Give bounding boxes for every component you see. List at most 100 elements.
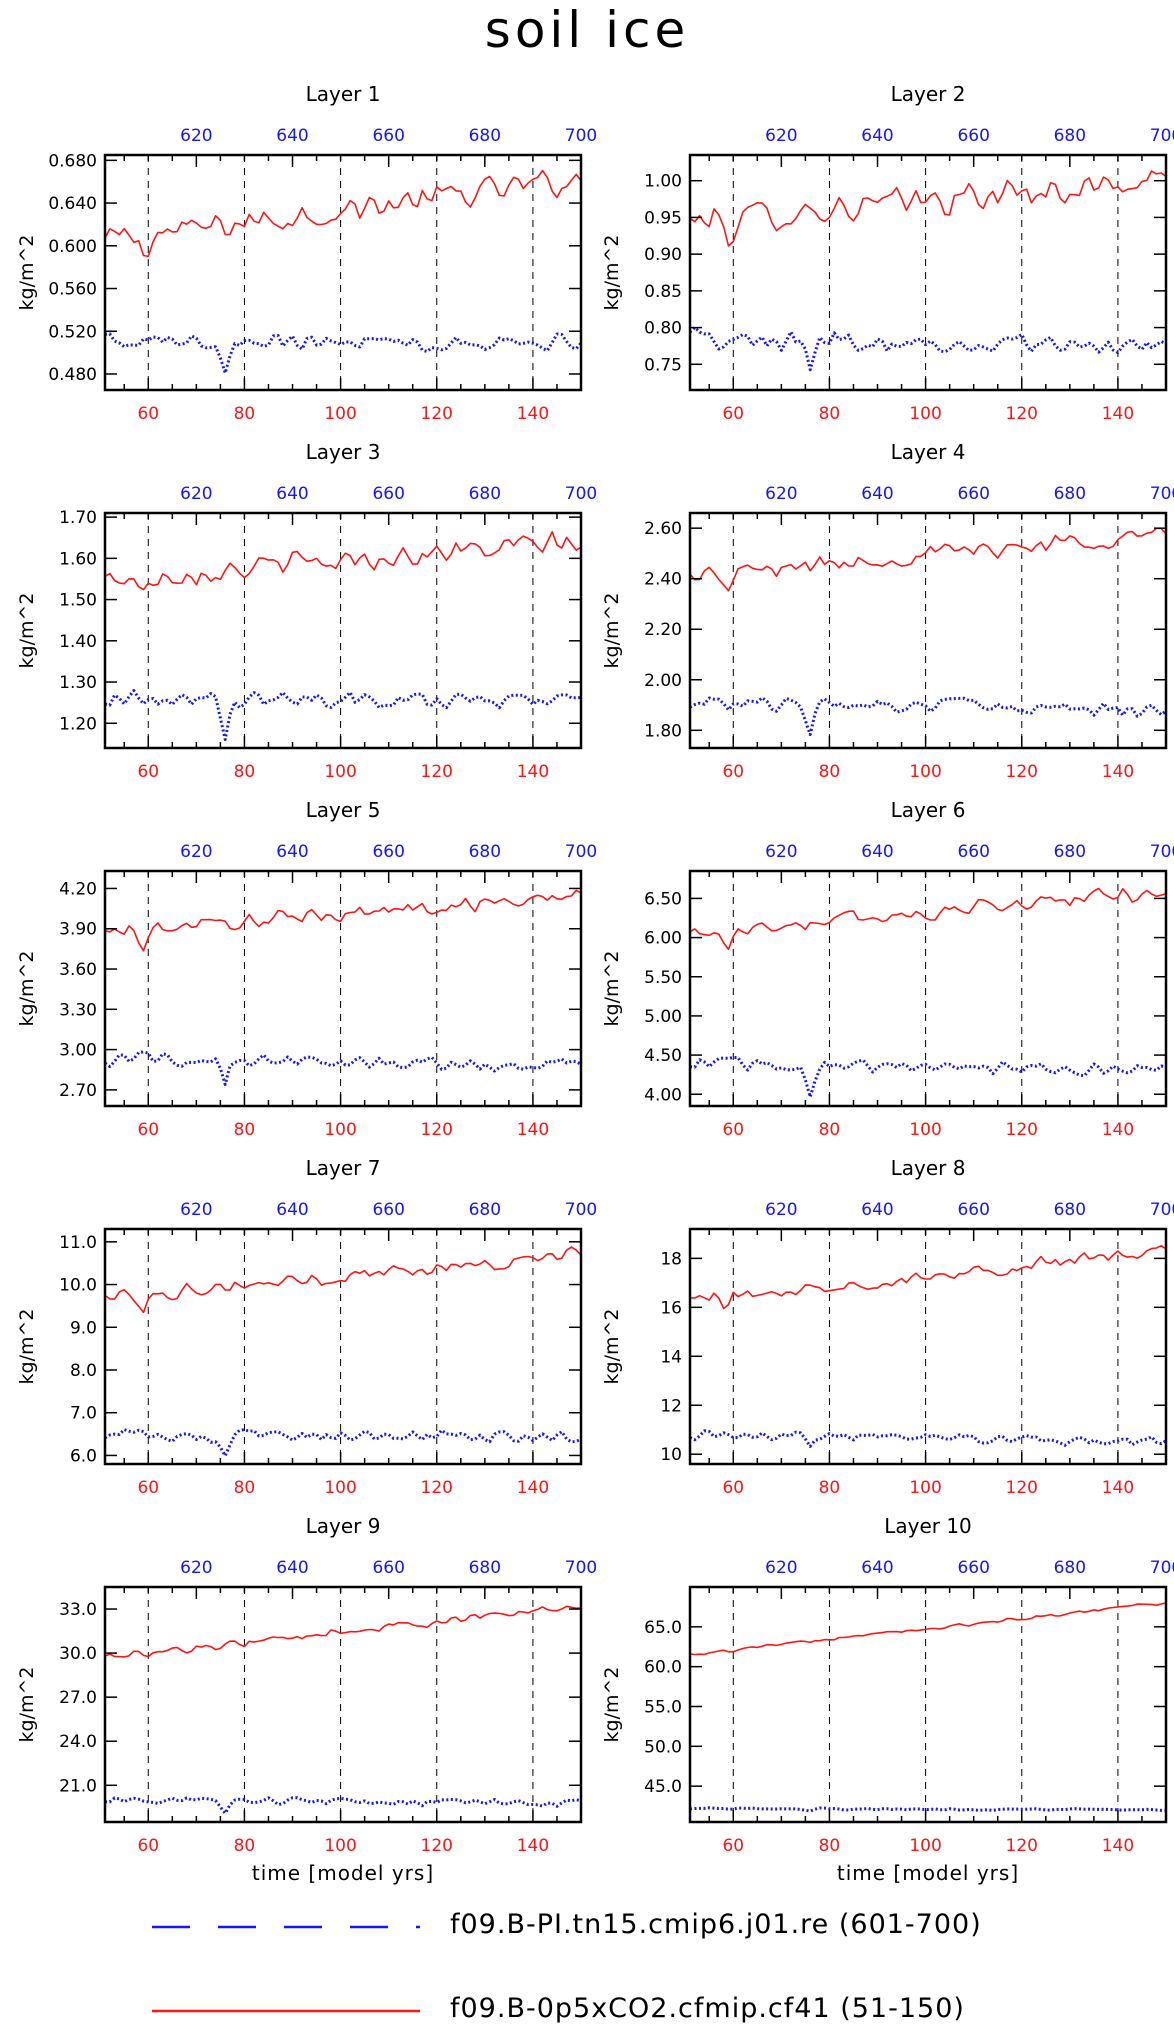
bottom-tick-label: 140 bbox=[1102, 1478, 1134, 1498]
y-tick-label: 2.70 bbox=[59, 1081, 97, 1101]
panel-8: Layer 8 60 80 100 120 140 620 640 660 680 700 10 12 1… bbox=[601, 1156, 1174, 1498]
legend-label-experiment: f09.B-0p5xCO2.cfmip.cf41 (51-150) bbox=[450, 1993, 965, 2024]
bottom-tick-label: 120 bbox=[421, 762, 453, 782]
y-tick-label: 24.0 bbox=[59, 1732, 97, 1752]
bottom-tick-label: 80 bbox=[234, 1836, 256, 1856]
top-tick-label: 620 bbox=[765, 1200, 797, 1220]
bottom-tick-label: 120 bbox=[421, 1478, 453, 1498]
bottom-tick-label: 100 bbox=[324, 762, 356, 782]
y-tick-label: 1.00 bbox=[644, 172, 682, 192]
y-axis-label: kg/m^2 bbox=[16, 593, 38, 669]
panel-title: Layer 7 bbox=[306, 1156, 381, 1180]
bottom-tick-label: 140 bbox=[1102, 1120, 1134, 1140]
y-axis-label: kg/m^2 bbox=[16, 951, 38, 1027]
bottom-tick-label: 140 bbox=[517, 1836, 549, 1856]
y-tick-label: 16 bbox=[660, 1298, 682, 1318]
y-tick-label: 4.20 bbox=[59, 879, 97, 899]
panel-title: Layer 5 bbox=[306, 798, 381, 822]
y-tick-label: 2.20 bbox=[644, 620, 682, 640]
bottom-tick-label: 140 bbox=[517, 762, 549, 782]
y-tick-label: 3.00 bbox=[59, 1041, 97, 1061]
y-tick-label: 4.50 bbox=[644, 1046, 682, 1066]
top-tick-label: 640 bbox=[276, 126, 308, 146]
y-tick-label: 0.520 bbox=[48, 322, 97, 342]
y-tick-label: 0.560 bbox=[48, 280, 97, 300]
y-tick-label: 1.30 bbox=[59, 673, 97, 693]
bottom-tick-label: 60 bbox=[722, 1836, 744, 1856]
series-line-experiment bbox=[690, 1602, 1166, 1656]
y-tick-label: 3.90 bbox=[59, 920, 97, 940]
y-tick-label: 6.00 bbox=[644, 929, 682, 949]
series-line-control bbox=[105, 1796, 581, 1815]
bottom-tick-label: 140 bbox=[517, 404, 549, 424]
y-tick-label: 1.40 bbox=[59, 632, 97, 652]
y-tick-label: 0.85 bbox=[644, 282, 682, 302]
top-tick-label: 660 bbox=[372, 1200, 404, 1220]
panel-title: Layer 2 bbox=[891, 82, 966, 106]
bottom-tick-label: 80 bbox=[234, 762, 256, 782]
series-line-experiment bbox=[105, 1246, 581, 1314]
top-tick-label: 700 bbox=[565, 1558, 597, 1578]
bottom-tick-label: 60 bbox=[137, 1836, 159, 1856]
y-tick-label: 6.50 bbox=[644, 889, 682, 909]
y-tick-label: 9.0 bbox=[70, 1318, 97, 1338]
top-tick-label: 640 bbox=[861, 1200, 893, 1220]
y-tick-label: 0.75 bbox=[644, 355, 682, 375]
top-tick-label: 700 bbox=[565, 1200, 597, 1220]
top-tick-label: 660 bbox=[957, 126, 989, 146]
bottom-tick-label: 100 bbox=[909, 762, 941, 782]
y-tick-label: 0.95 bbox=[644, 208, 682, 228]
legend-label-control: f09.B-PI.tn15.cmip6.j01.re (601-700) bbox=[450, 1909, 982, 1940]
y-axis-label: kg/m^2 bbox=[601, 235, 623, 311]
y-axis-label: kg/m^2 bbox=[16, 1667, 38, 1743]
bottom-tick-label: 100 bbox=[324, 1120, 356, 1140]
top-tick-label: 620 bbox=[765, 1558, 797, 1578]
top-tick-label: 640 bbox=[861, 484, 893, 504]
bottom-tick-label: 60 bbox=[137, 1120, 159, 1140]
series-line-control bbox=[690, 1429, 1166, 1448]
top-tick-label: 660 bbox=[372, 126, 404, 146]
series-line-control bbox=[105, 689, 581, 741]
y-tick-label: 3.60 bbox=[59, 960, 97, 980]
panel-title: Layer 1 bbox=[306, 82, 381, 106]
y-tick-label: 0.640 bbox=[48, 194, 97, 214]
bottom-tick-label: 140 bbox=[1102, 762, 1134, 782]
y-tick-label: 1.50 bbox=[59, 591, 97, 611]
panel-title: Layer 10 bbox=[884, 1514, 972, 1538]
top-tick-label: 660 bbox=[957, 842, 989, 862]
y-tick-label: 0.80 bbox=[644, 319, 682, 339]
top-tick-label: 620 bbox=[765, 484, 797, 504]
top-tick-label: 680 bbox=[1054, 484, 1086, 504]
y-tick-label: 55.0 bbox=[644, 1697, 682, 1717]
plot-frame bbox=[688, 153, 1168, 392]
top-tick-label: 700 bbox=[565, 484, 597, 504]
plot-frame bbox=[103, 1585, 583, 1824]
series-line-control bbox=[690, 1055, 1166, 1099]
y-tick-label: 65.0 bbox=[644, 1618, 682, 1638]
plot-frame bbox=[688, 1585, 1168, 1824]
series-line-control bbox=[105, 332, 581, 375]
y-tick-label: 2.00 bbox=[644, 671, 682, 691]
y-tick-label: 0.600 bbox=[48, 237, 97, 257]
bottom-tick-label: 60 bbox=[722, 762, 744, 782]
legend-line-control bbox=[152, 1925, 420, 1929]
y-tick-label: 1.60 bbox=[59, 549, 97, 569]
top-tick-label: 620 bbox=[765, 126, 797, 146]
panel-4: Layer 4 60 80 100 120 140 620 640 660 680 700 1.80 2… bbox=[601, 440, 1174, 782]
bottom-tick-label: 100 bbox=[909, 1120, 941, 1140]
bottom-tick-label: 60 bbox=[722, 1478, 744, 1498]
y-axis-label: kg/m^2 bbox=[601, 593, 623, 669]
series-line-control bbox=[105, 1050, 581, 1086]
top-tick-label: 620 bbox=[180, 484, 212, 504]
panel-9: Layer 9 60 80 100 120 140 620 640 660 680 700 21.0 2… bbox=[16, 1514, 597, 1885]
y-axis-label: kg/m^2 bbox=[601, 1309, 623, 1385]
top-tick-label: 620 bbox=[765, 842, 797, 862]
series-line-control bbox=[105, 1428, 581, 1458]
plot-frame bbox=[103, 153, 583, 392]
panel-title: Layer 9 bbox=[306, 1514, 381, 1538]
panel-7: Layer 7 60 80 100 120 140 620 640 660 680 700 6.0 7.… bbox=[16, 1156, 597, 1498]
y-tick-label: 10 bbox=[660, 1445, 682, 1465]
panel-1: Layer 1 60 80 100 120 140 620 640 660 680 700 0.480… bbox=[16, 82, 597, 424]
panel-title: Layer 4 bbox=[891, 440, 966, 464]
